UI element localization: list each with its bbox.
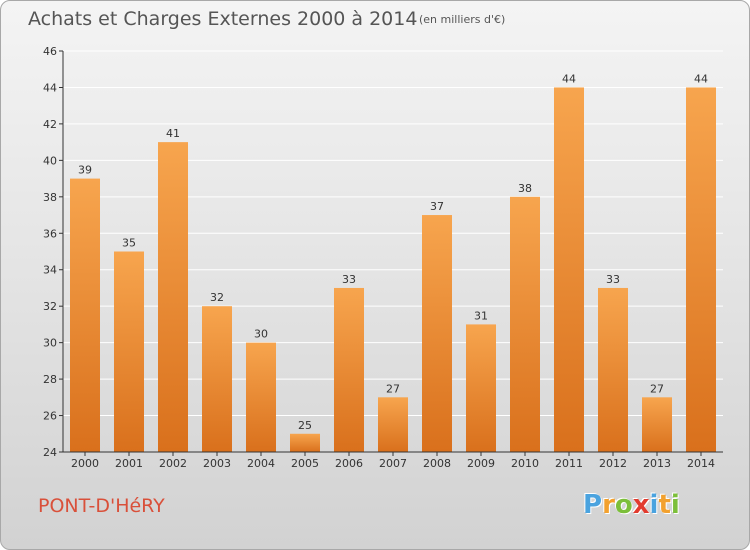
- bar-2001: [114, 251, 144, 452]
- x-tick-label: 2013: [643, 457, 671, 470]
- bar-2010: [510, 196, 540, 452]
- value-label: 44: [562, 72, 576, 85]
- x-tick-label: 2004: [247, 457, 275, 470]
- place-name: PONT-D'HéRY: [38, 495, 165, 517]
- x-tick-label: 2006: [335, 457, 363, 470]
- value-label: 27: [386, 382, 400, 395]
- bar-2000: [70, 178, 100, 452]
- value-label: 31: [474, 309, 488, 322]
- bar-2012: [598, 287, 628, 452]
- y-tick-label: 26: [43, 410, 57, 423]
- bar-2007: [378, 397, 408, 452]
- logo-letter: i: [649, 490, 659, 520]
- y-tick-label: 40: [43, 154, 57, 167]
- x-tick-label: 2005: [291, 457, 319, 470]
- logo-letter: o: [614, 490, 633, 520]
- bar-2013: [642, 397, 672, 452]
- y-tick-label: 24: [43, 446, 57, 459]
- chart-title: Achats et Charges Externes 2000 à 2014: [28, 8, 418, 30]
- value-label: 39: [78, 164, 92, 177]
- x-tick-label: 2000: [71, 457, 99, 470]
- bar-2008: [422, 215, 452, 452]
- value-label: 44: [694, 72, 708, 85]
- value-label: 27: [650, 382, 664, 395]
- value-label: 30: [254, 328, 268, 341]
- value-label: 33: [606, 273, 620, 286]
- x-tick-label: 2011: [555, 457, 583, 470]
- bar-2006: [334, 287, 364, 452]
- bar-2014: [686, 87, 716, 453]
- y-tick-label: 34: [43, 264, 57, 277]
- x-tick-label: 2009: [467, 457, 495, 470]
- y-tick-label: 46: [43, 45, 57, 58]
- bar-2004: [246, 342, 276, 452]
- logo-letter: i: [670, 490, 680, 520]
- y-tick-label: 44: [43, 81, 57, 94]
- value-label: 25: [298, 419, 312, 432]
- chart-subtitle: (en milliers d'€): [419, 13, 506, 26]
- labels: 24 26 28 30 32 34 36 38 40 42 44 46 39 2000 35 2001 41 20…: [43, 45, 715, 470]
- value-label: 32: [210, 291, 224, 304]
- x-tick-label: 2012: [599, 457, 627, 470]
- y-tick-label: 32: [43, 300, 57, 313]
- axes: [59, 50, 723, 456]
- y-tick-label: 38: [43, 191, 57, 204]
- bars: [70, 87, 716, 453]
- bar-2011: [554, 87, 584, 453]
- logo-letter: r: [602, 490, 615, 520]
- bar-2009: [466, 324, 496, 452]
- x-tick-label: 2007: [379, 457, 407, 470]
- bar-2002: [158, 142, 188, 453]
- x-tick-label: 2002: [159, 457, 187, 470]
- value-label: 37: [430, 200, 444, 213]
- x-tick-label: 2014: [687, 457, 715, 470]
- x-tick-label: 2010: [511, 457, 539, 470]
- value-label: 35: [122, 237, 136, 250]
- value-label: 33: [342, 273, 356, 286]
- x-tick-label: 2003: [203, 457, 231, 470]
- value-label: 38: [518, 182, 532, 195]
- value-label: 41: [166, 127, 180, 140]
- x-tick-label: 2008: [423, 457, 451, 470]
- y-tick-label: 30: [43, 337, 57, 350]
- logo-letter: x: [632, 490, 650, 520]
- bar-2003: [202, 306, 232, 452]
- y-tick-label: 42: [43, 118, 57, 131]
- y-tick-label: 36: [43, 227, 57, 240]
- y-tick-label: 28: [43, 373, 57, 386]
- bar-2005: [290, 433, 320, 452]
- proxiti-logo: Proxiti: [583, 490, 680, 520]
- logo-letter: P: [583, 490, 603, 520]
- logo-letter: t: [658, 490, 671, 520]
- x-tick-label: 2001: [115, 457, 143, 470]
